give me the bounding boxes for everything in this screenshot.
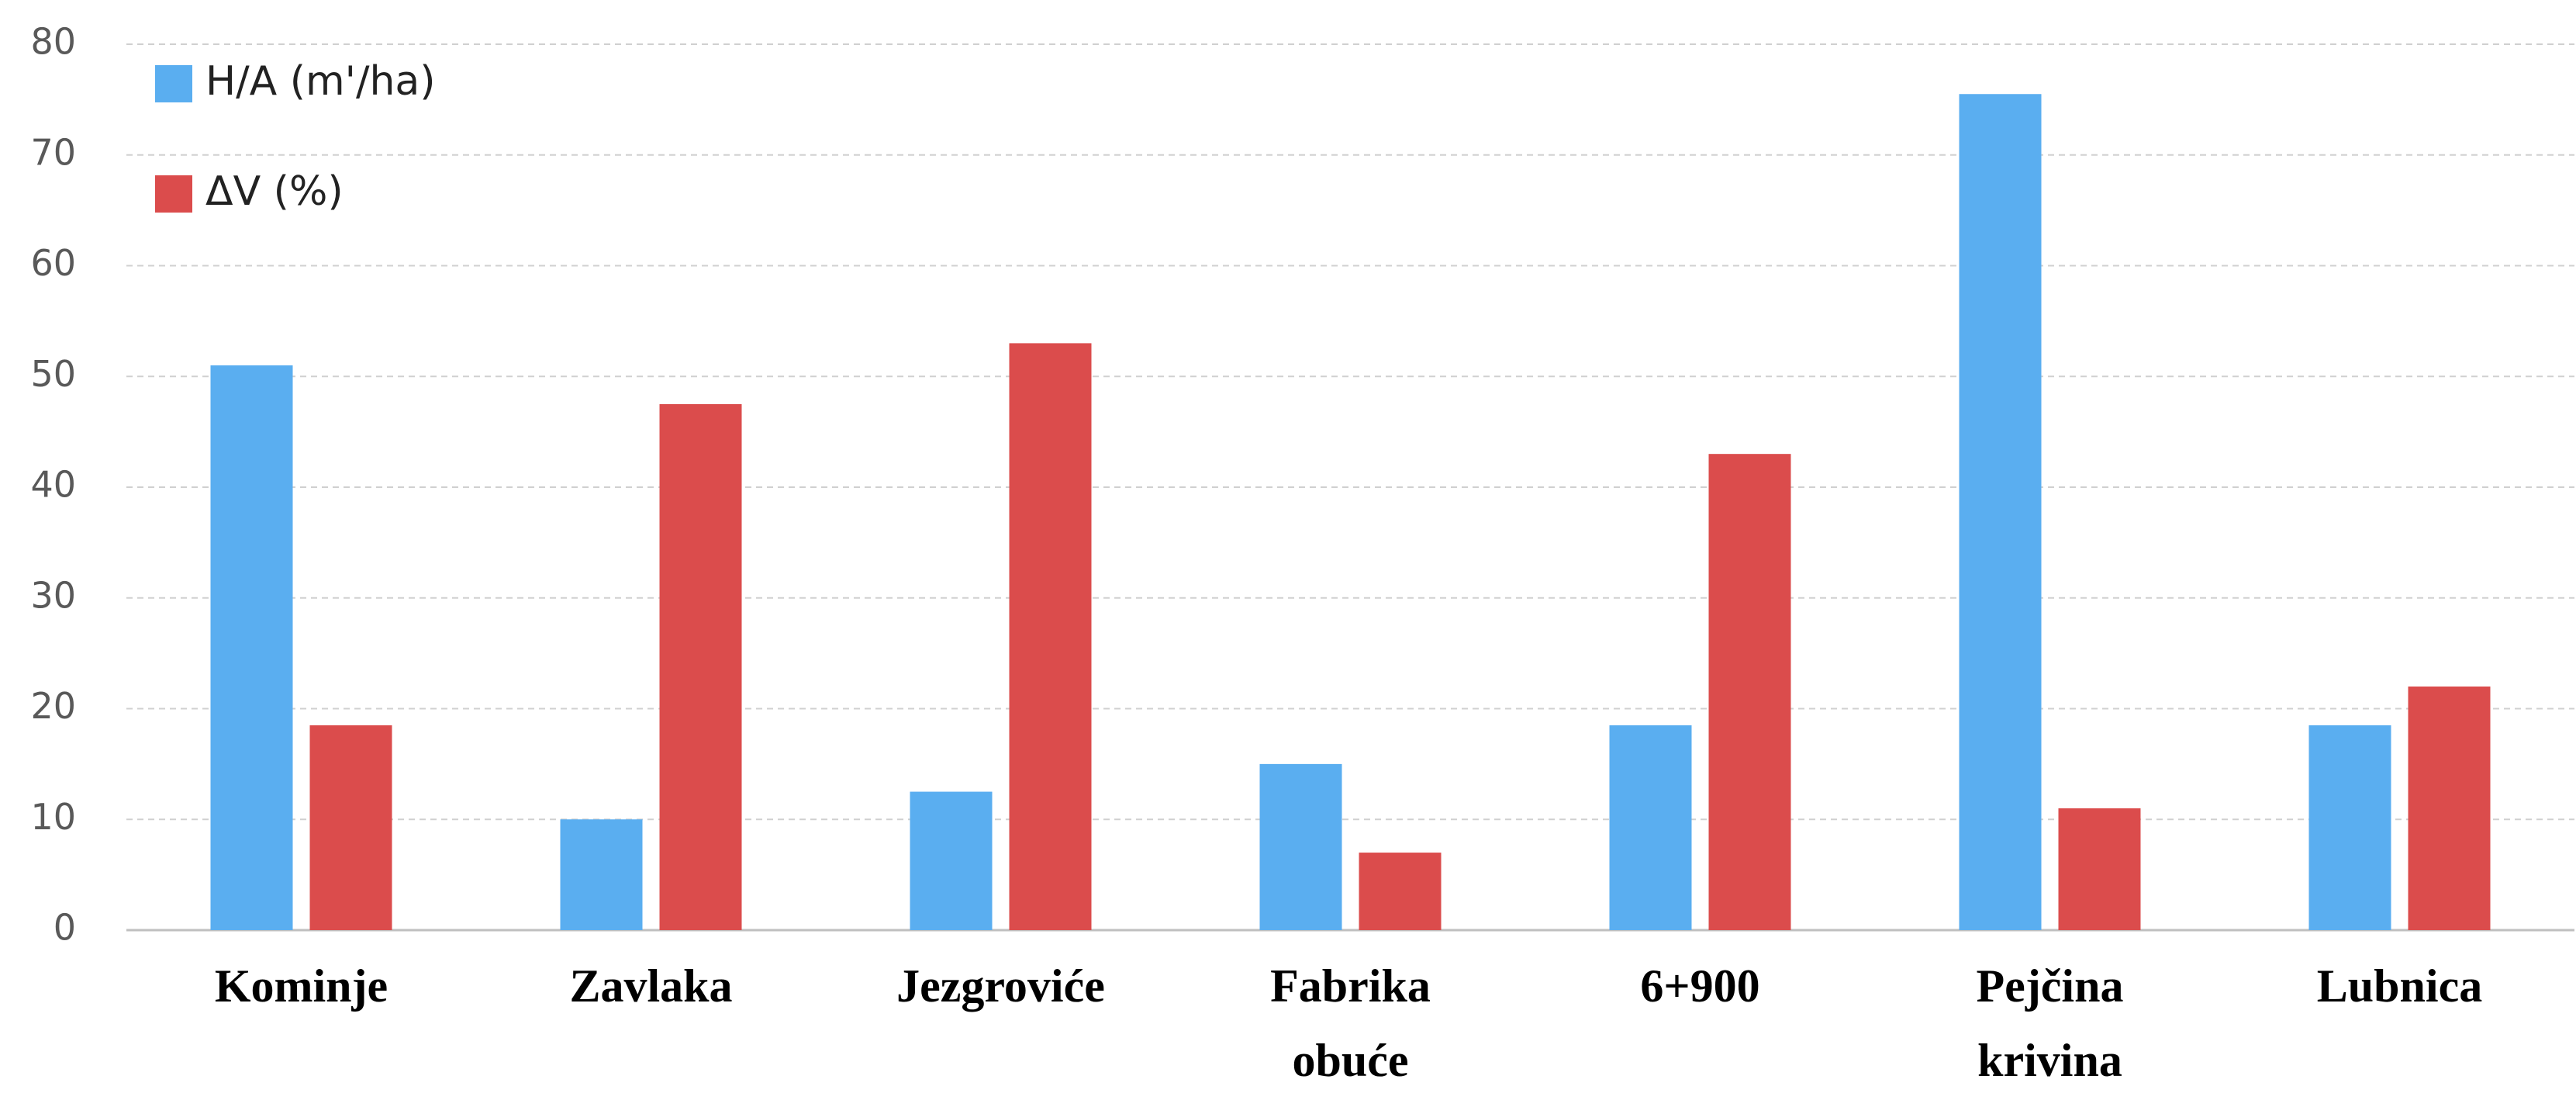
y-tick-label: 0 <box>54 907 76 949</box>
legend-label: ΔV (%) <box>205 168 344 215</box>
x-tick-label: Pejčina krivina <box>1977 960 2124 1086</box>
bar <box>210 365 293 931</box>
bar <box>2308 725 2391 930</box>
y-tick-label: 10 <box>30 796 76 838</box>
y-tick-label: 40 <box>30 464 76 506</box>
y-tick-label: 20 <box>30 685 76 727</box>
bar <box>309 725 392 930</box>
bar <box>560 819 643 930</box>
bar <box>1708 454 1791 930</box>
bar <box>1359 853 1442 930</box>
y-tick-label: 60 <box>30 242 76 284</box>
y-tick-label: 80 <box>30 21 76 63</box>
bar <box>1609 725 1692 930</box>
y-tick-label: 30 <box>30 574 76 616</box>
bar <box>659 403 742 930</box>
bar <box>2058 808 2141 930</box>
bar <box>1259 763 1342 930</box>
x-tick-label: Jezgroviće <box>896 960 1105 1012</box>
bar <box>1009 343 1092 930</box>
bar <box>910 791 993 930</box>
x-tick-label: Fabrika obuće <box>1270 960 1431 1086</box>
x-tick-label: Zavlaka <box>569 960 732 1012</box>
legend-label: H/A (m'/ha) <box>205 58 436 105</box>
bar <box>2408 686 2491 930</box>
legend-swatch <box>155 65 192 102</box>
x-tick-label: Kominje <box>215 960 388 1012</box>
y-tick-label: 70 <box>30 131 76 173</box>
y-tick-label: 50 <box>30 353 76 395</box>
x-tick-label: Lubnica <box>2317 960 2482 1012</box>
legend-swatch <box>155 175 192 213</box>
bar <box>1959 94 2042 930</box>
x-tick-label: 6+900 <box>1640 960 1759 1012</box>
